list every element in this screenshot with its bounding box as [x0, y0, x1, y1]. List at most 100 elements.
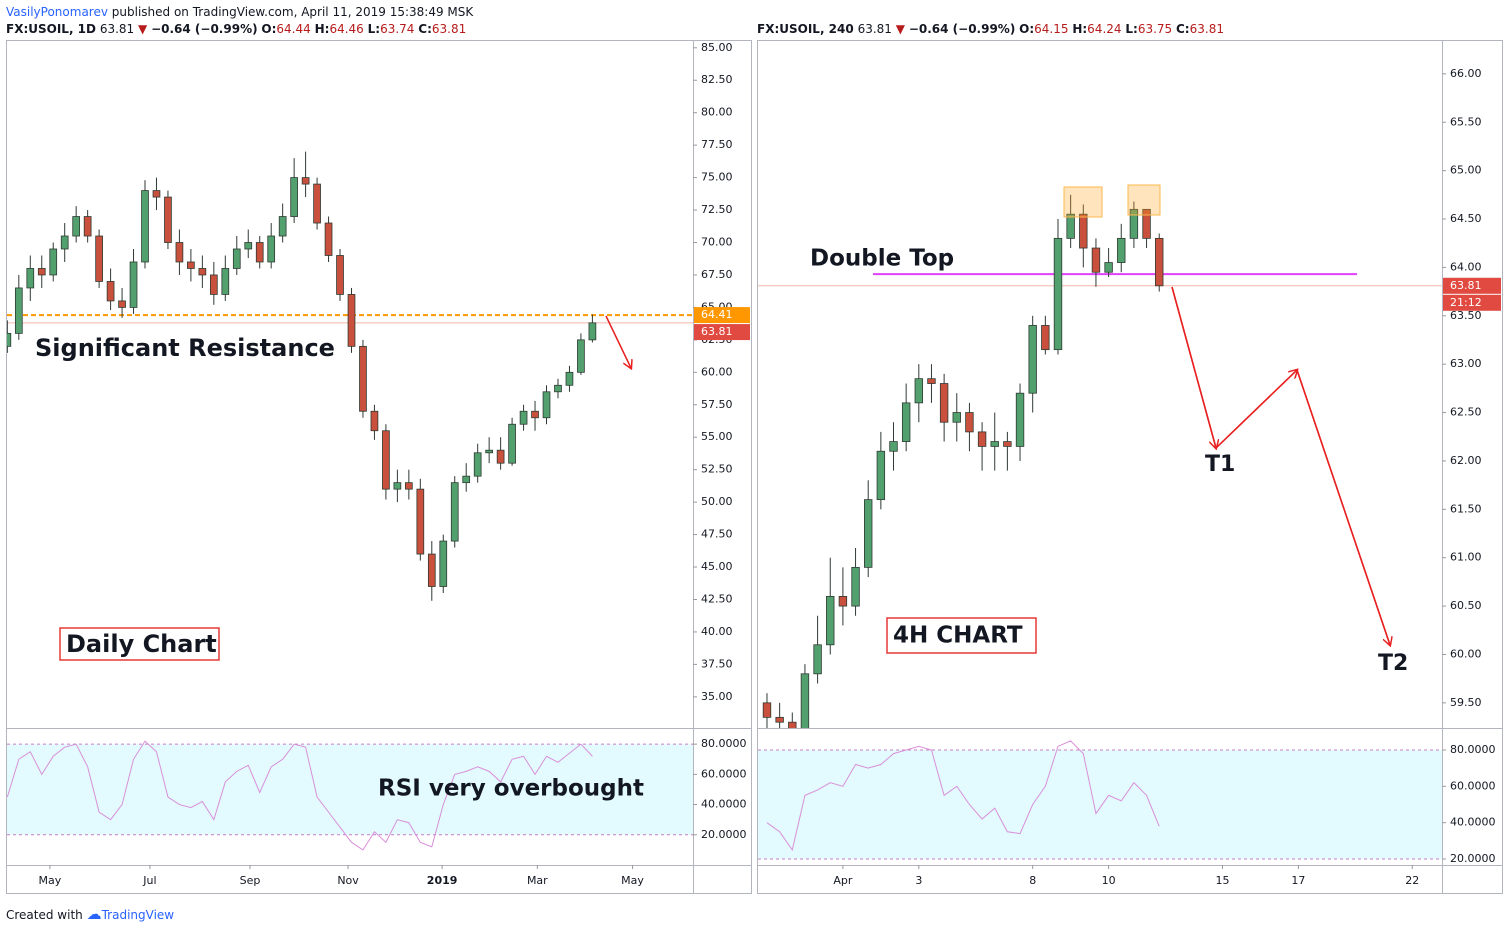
candle-body [164, 196, 172, 243]
symbol: FX:USOIL, 1D [6, 22, 96, 36]
y-tick-label: 75.00 [701, 171, 733, 184]
y-tick-label: 37.50 [701, 657, 733, 670]
down-icon: ▼ [138, 22, 148, 36]
x-tick-label: 10 [1102, 874, 1116, 887]
candle-body [1066, 213, 1075, 239]
y-tick-label: 61.00 [1450, 551, 1482, 564]
y-tick-label: 85.00 [701, 41, 733, 54]
rsi-y-tick-label: 20.0000 [701, 828, 747, 841]
candle-body [851, 566, 860, 607]
y-tick-label: 66.00 [1450, 67, 1482, 80]
price-label-box [694, 307, 750, 324]
annotation-box [59, 627, 220, 661]
y-tick-label: 72.50 [701, 203, 733, 216]
candle-body [1142, 208, 1151, 239]
symbol: FX:USOIL, 240 [757, 22, 854, 36]
candle-body [508, 423, 516, 464]
x-tick-label: Sep [240, 874, 261, 887]
y-tick-label: 64.00 [1450, 260, 1482, 273]
ohlc-label: L: [1125, 22, 1138, 36]
y-tick-label: 60.00 [1450, 647, 1482, 660]
y-tick-label: 63.50 [1450, 309, 1482, 322]
price-label: 64.41 [701, 308, 733, 321]
x-tick-label: Apr [833, 874, 853, 887]
rsi-band [7, 744, 693, 835]
y-tick-label: 62.50 [1450, 406, 1482, 419]
candle-body [106, 281, 115, 302]
ohlc-value: 63.81 [1189, 22, 1224, 36]
candle-body [462, 475, 471, 484]
top-box [1063, 186, 1103, 218]
candle-body [347, 294, 356, 347]
candle-body [914, 378, 924, 404]
candle-body [336, 255, 344, 295]
candle-body [209, 274, 218, 295]
candle-body [762, 702, 772, 718]
candle-body [531, 410, 539, 419]
y-tick-label: 63.00 [1450, 357, 1482, 370]
ohlc-value: 63.81 [431, 22, 467, 36]
ohlc-value: 64.15 [1034, 22, 1069, 36]
created: Created with [6, 908, 83, 922]
candle-body [37, 268, 46, 276]
price-pane [758, 194, 1442, 728]
x-tick-label: May [621, 874, 644, 887]
rsi-line [766, 740, 1160, 852]
arrow [605, 315, 631, 368]
candle-body [278, 216, 287, 237]
candle-body [313, 183, 321, 224]
candle-body [1003, 441, 1012, 447]
ohlc-label: H: [314, 22, 330, 36]
x-tick-label: Nov [337, 874, 359, 887]
x-tick-label: 22 [1405, 874, 1419, 887]
candle-body [577, 339, 585, 373]
arrow [1215, 370, 1297, 449]
candle-body [221, 268, 230, 295]
y-tick-label: 60.50 [1450, 599, 1482, 612]
y-tick-label: 42.50 [701, 592, 733, 605]
candle-body [876, 450, 886, 501]
candle-body [26, 268, 35, 289]
candle-body [232, 248, 241, 269]
y-tick-label: 65.00 [1450, 164, 1482, 177]
candle-body [72, 216, 81, 237]
candle-body [1117, 237, 1126, 263]
ohlc-value: 63.74 [380, 22, 415, 36]
candle-body [1155, 237, 1164, 287]
rsi-y-tick-label: 80.0000 [1450, 743, 1496, 756]
candle-body [1028, 325, 1037, 394]
candle-body [788, 721, 797, 728]
author[interactable]: VasilyPonomarev [6, 5, 108, 19]
rsi-line [7, 740, 593, 851]
y-tick-label: 50.00 [701, 495, 733, 508]
candle-body [393, 482, 402, 490]
ohlc-label: O: [261, 22, 277, 36]
candle-body [990, 441, 999, 447]
rsi-pane [7, 740, 693, 851]
candle-body [965, 412, 974, 433]
candle-body [255, 242, 264, 263]
y-tick-label: 64.50 [1450, 212, 1482, 225]
ohlc-label: O: [1019, 22, 1035, 36]
last: 63.81 [99, 22, 135, 36]
candle-body [370, 410, 379, 432]
y-tick-label: 82.50 [701, 73, 733, 86]
rsi-y-tick-label: 20.0000 [1450, 852, 1496, 865]
annotation: T2 [1378, 651, 1408, 676]
x-tick-label: Jul [142, 874, 156, 887]
brand[interactable]: TradingView [101, 908, 175, 922]
tv-logo: ☁ [86, 905, 102, 923]
candle-body [554, 384, 562, 393]
candle-body [485, 449, 493, 454]
candle-body [952, 412, 961, 423]
ohlc-value: 64.44 [276, 22, 311, 36]
candle-body [542, 391, 551, 419]
candle-body [7, 332, 12, 347]
top-box [1127, 184, 1161, 216]
candle-body [838, 595, 848, 607]
y-tick-label: 65.50 [1450, 115, 1482, 128]
annotation: 4H CHART [893, 623, 1023, 649]
candle-body [49, 248, 58, 276]
published: published on TradingView.com, April 11, … [111, 5, 474, 19]
